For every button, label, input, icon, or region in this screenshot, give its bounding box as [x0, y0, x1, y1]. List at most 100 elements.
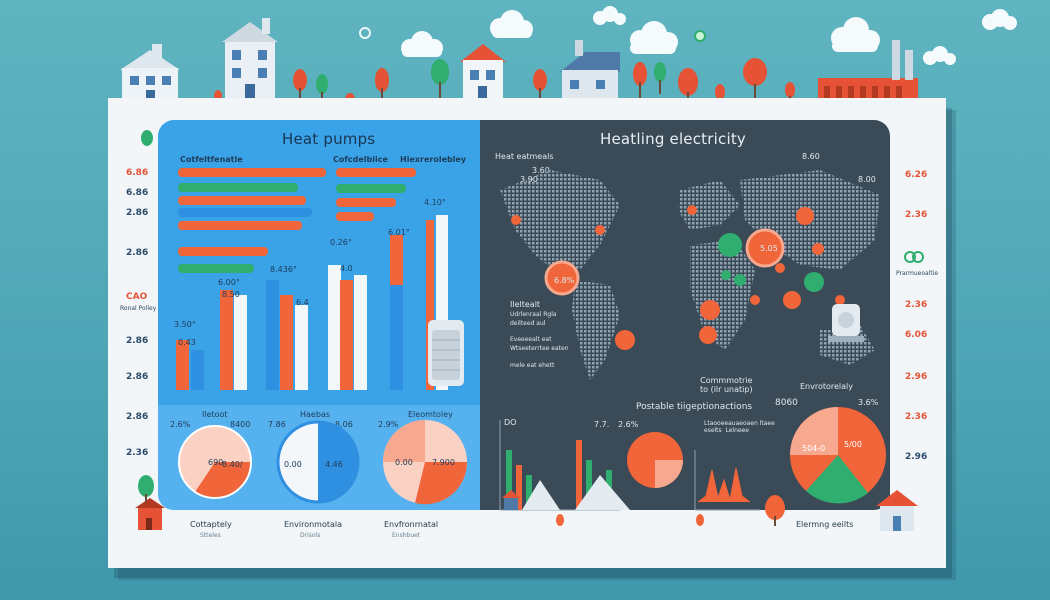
map-legend-line: mele eat ehett [510, 362, 555, 369]
vbar [426, 220, 434, 390]
footer-label: Elermng eeilts [796, 520, 854, 529]
hbar [178, 196, 306, 205]
hbar [336, 212, 374, 221]
side-value: 2.86 [126, 248, 149, 258]
map-bubble [804, 272, 824, 292]
side-value: CAO [126, 292, 148, 302]
spike-line [697, 467, 751, 503]
world-map [500, 170, 880, 380]
map-value: 8.00 [858, 175, 876, 184]
heat-pump-unit-icon [828, 304, 864, 342]
map-value: 3.60 [532, 166, 550, 175]
bubble-label: 6.8% [554, 276, 575, 285]
bar-label: 6.01° [388, 228, 410, 237]
big-pie-inner: 5/00 [844, 440, 862, 449]
big-pie [790, 407, 886, 504]
side-value: 2.96 [905, 452, 928, 462]
lower-value: 7.7. [594, 420, 610, 429]
lower-value: DO [504, 418, 517, 427]
map-bubble [699, 326, 717, 344]
big-pie-left: 8060 [775, 398, 798, 408]
heat-pump-unit-icon [428, 320, 464, 386]
side-value: 6.86 [126, 188, 149, 198]
map-bubble [721, 270, 731, 280]
pie-chart-3 [383, 420, 468, 505]
side-value: 2.36 [126, 448, 149, 458]
map-note: Envrotorelaly [800, 382, 854, 391]
north-america-shape [500, 170, 620, 275]
map-legend-line: Wtseeterrtee eaten [510, 345, 569, 352]
map-bubble [783, 291, 801, 309]
side-note: Prarmueoaltie [896, 270, 939, 277]
hbar [178, 183, 298, 192]
map-legend-line: Eveeeealt eat [510, 336, 552, 343]
cloud-icon [490, 10, 533, 38]
vbar [340, 280, 353, 390]
side-value: 6.06 [905, 330, 928, 340]
pie-header: Eleomtoley [408, 410, 453, 419]
south-america-shape [572, 280, 620, 380]
lower-bar [526, 475, 532, 510]
map-bubble [775, 263, 785, 273]
cloud-icon [923, 46, 956, 65]
bar-label: 8.436° [270, 265, 297, 274]
vbar [234, 295, 247, 390]
side-value: 6.86 [126, 168, 149, 178]
tree-icon [316, 74, 328, 102]
map-legend-line: deilteed aul [510, 320, 546, 327]
map-note: Commmotrie to (ilr unatip) [700, 376, 753, 394]
cloud-icon [982, 9, 1017, 30]
cloud-icon [630, 21, 678, 54]
house-icon [222, 18, 278, 102]
side-value: 2.86 [126, 372, 149, 382]
side-value: 2.96 [905, 372, 928, 382]
sun-icon [359, 27, 371, 39]
pie-chart-1 [178, 425, 252, 499]
vbar [176, 340, 189, 390]
pie-top-right: 8.06 [335, 420, 353, 429]
map-bubble [544, 260, 580, 296]
middle-pie [627, 432, 683, 488]
map-bubble [750, 295, 760, 305]
tree-icon [293, 69, 307, 100]
pie-top-left: 7.86 [268, 420, 286, 429]
pie-inner-left: 0.00 [284, 460, 302, 469]
horizontal-bar-chart [178, 168, 416, 273]
side-value: 2.86 [126, 208, 149, 218]
hbar-label-1: Cotfeltfenatle [180, 155, 243, 164]
big-pie-inner-2: 504-0 [802, 444, 826, 453]
lower-title: Postable tiigeptionactions [636, 402, 753, 412]
caption-title: Environmotala [284, 520, 343, 529]
hbar [336, 198, 396, 207]
tree-icon [633, 62, 647, 98]
hbar [336, 168, 416, 177]
hbar [178, 168, 326, 177]
tree-icon [431, 59, 449, 100]
house-icon [460, 44, 506, 102]
lower-bar [506, 450, 512, 510]
map-bubble [734, 274, 746, 286]
side-icon-recycle [904, 251, 924, 263]
vbar [266, 280, 279, 390]
lower-bar [576, 440, 582, 510]
mountain-icon [575, 475, 630, 510]
hbar-label-3: Hiexrerolebley [400, 155, 467, 164]
tree-icon [654, 62, 666, 94]
bar-label: 0.43 [178, 338, 196, 347]
map-bubble [718, 233, 742, 257]
map-legend-title: Ileltealt [510, 300, 541, 309]
map-bubble [595, 225, 605, 235]
hbar-label-2: Cofcdelbiice [333, 155, 388, 164]
pie-inner-right: 8.40/ [222, 460, 243, 469]
hbar [178, 221, 302, 230]
tree-icon [743, 58, 767, 100]
vertical-bar-chart [176, 215, 464, 390]
vbar [280, 295, 293, 390]
lower-note: Ltaooeeauaeoaen ltaee eselts Lelneee [704, 420, 775, 434]
pie-inner-left: 0.00 [395, 458, 413, 467]
map-value: 8.60 [802, 152, 820, 161]
caption-title: Cottaptely [190, 520, 232, 529]
australia-shape [820, 325, 875, 365]
bubble-label: 5.05 [760, 244, 778, 253]
map-bubble [796, 207, 814, 225]
